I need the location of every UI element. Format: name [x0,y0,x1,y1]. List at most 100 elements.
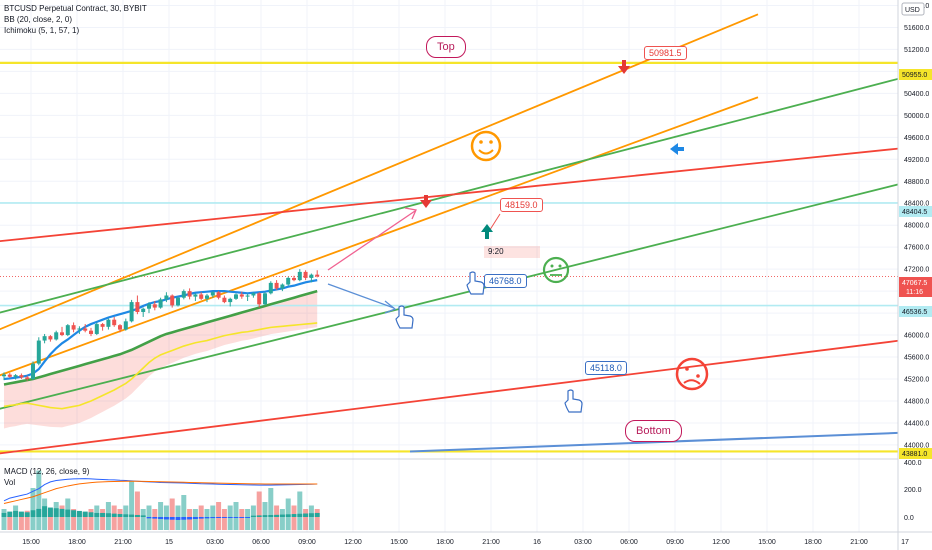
candle-body [123,321,128,330]
time-tick-label: 16 [533,539,541,546]
macd-histogram-bar [181,517,187,520]
macd-histogram-bar [198,517,204,519]
macd-histogram-bar [297,513,303,517]
hand-pointer-icon [564,389,583,413]
macd-histogram-bar [146,517,152,519]
price-tag-46536 [899,306,932,317]
horizontal-levels[interactable] [0,61,898,453]
smiley-happy-icon [470,130,502,162]
candle-body [297,271,302,281]
macd-histogram-bar [221,517,227,518]
macd-histogram-bar [7,511,13,517]
candle-body [71,325,76,330]
macd-histogram-bar [163,517,169,520]
macd-histogram-bar [82,511,88,517]
bb-legend[interactable]: BB (20, close, 2, 0) [4,15,73,24]
currency-badge[interactable] [901,2,925,16]
indicator-series-line [3,322,318,410]
price-tick-label: 48000.0 [904,223,929,230]
macd-histogram-bar [192,517,198,520]
volume-bar [88,509,94,530]
time-tick-label: 17 [901,539,909,546]
trend-lines[interactable] [0,13,932,467]
volume-bar [285,498,291,530]
bottom-annotation[interactable]: Bottom [625,420,682,442]
projection-arrows [327,207,501,314]
sub-axis-tick: 200.0 [904,487,922,494]
volume-bar [181,495,187,530]
chart-legend: BTCUSD Perpetual Contract, 30, BYBIT BB … [4,3,147,36]
macd-legend[interactable]: MACD (12, 26, close, 9) [4,467,90,476]
smiley-neutral-icon [542,256,570,284]
callout-48159[interactable]: 48159.0 [500,198,543,212]
smiley-sad-icon [675,357,709,391]
indicator-series-line [3,289,318,386]
candle-body [234,294,238,299]
macd-histogram-bar [285,514,291,517]
macd-histogram-bar [42,506,48,517]
macd-histogram-bar [274,514,280,517]
top-annotation[interactable]: Top [426,36,466,58]
candle-body [193,294,198,297]
volume-bar [291,505,297,530]
volume-bar [47,509,53,530]
macd-histogram-bar [59,508,65,517]
candle-body [286,277,291,285]
candles[interactable] [2,269,320,381]
macd-histogram-bar [129,514,135,517]
ichimoku-legend[interactable]: Ichimoku (5, 1, 57, 1) [4,26,80,35]
macd-volume-pane[interactable] [1,470,320,531]
candle-body [245,295,250,297]
volume-legend[interactable]: Vol [4,478,16,487]
volume-bar [169,498,175,530]
macd-histogram-bar [36,508,42,517]
price-tick-label: 47600.0 [904,245,929,252]
volume-bar [24,510,30,530]
macd-histogram-bar [111,513,117,517]
candle-body [135,302,140,312]
candle-body [164,295,169,300]
volume-bar [100,509,106,530]
price-tag-43881 [899,448,932,459]
macd-histogram-bar [227,517,233,518]
price-tag-43881-text: 43881.0 [902,451,927,458]
candle-body [222,297,227,303]
callout-45118[interactable]: 45118.0 [585,361,627,375]
candle-body [274,282,279,289]
candle-body [158,299,163,308]
macd-histogram-bar [169,517,175,520]
time-readout: 9:20 [484,246,540,258]
macd-histogram-bar [65,509,71,517]
candle-body [25,377,30,380]
price-tick-label: 51200.0 [904,47,929,54]
callout-46768[interactable]: 46768.0 [484,274,527,288]
candle-body [280,284,285,289]
candle-body [13,375,18,377]
candle-body [187,291,192,297]
candle-body [170,295,175,306]
symbol-title[interactable]: BTCUSD Perpetual Contract, 30, BYBIT [4,4,147,13]
price-tag-46536-text: 46536.5 [902,309,927,316]
trend-line-orange [0,13,759,331]
macd-histogram-bar [123,514,129,517]
callout-50981[interactable]: 50981.5 [644,46,687,60]
candle-body [147,304,151,309]
candle-body [216,292,221,298]
price-tick-label: 47200.0 [904,267,929,274]
candle-body [129,302,134,322]
time-axis-labels: 15:00 18:00 21:00 15 03:00 06:00 09:00 12:00 15:… [22,539,909,546]
volume-bar [82,512,88,530]
trend-line-red [0,147,898,243]
price-tick-label: 45600.0 [904,355,929,362]
volume-bar [233,502,239,530]
price-tick-label: 45200.0 [904,377,929,384]
candle-body [141,308,146,312]
currency-text: USD [905,7,920,14]
macd-histogram-bar [262,515,268,517]
macd-histogram-bar [94,512,100,517]
macd-histogram-bar [1,512,7,517]
price-axis[interactable] [898,0,932,550]
macd-histogram-bar [47,507,53,517]
macd-histogram-bar [291,514,297,517]
